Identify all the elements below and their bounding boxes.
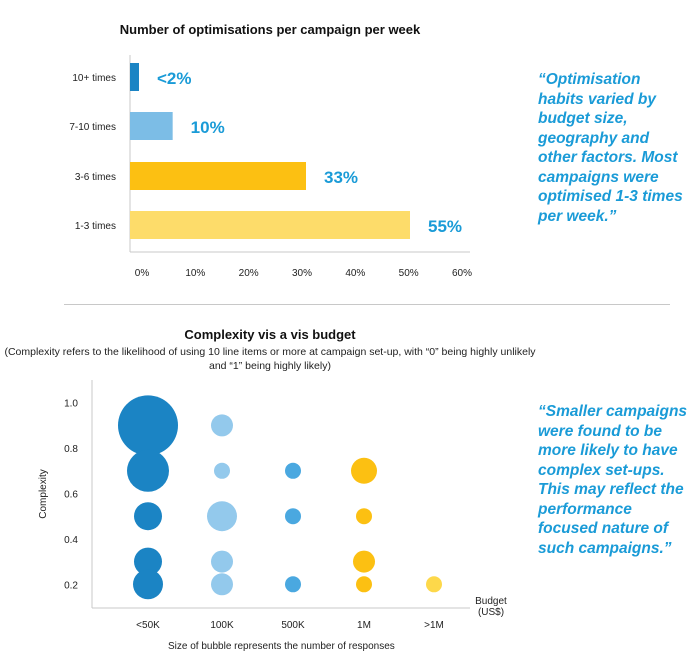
bubble-y-tick-label: 0.6 <box>64 490 78 501</box>
bubble <box>127 449 169 492</box>
bar-x-tick-label: 50% <box>399 268 419 279</box>
bubble <box>214 462 230 479</box>
bar <box>130 211 410 239</box>
bar-data-label: 55% <box>428 217 462 236</box>
bubble-x-tick-label: 100K <box>210 620 234 631</box>
bar-x-tick-label: 10% <box>185 268 205 279</box>
bubble-chart-subtitle: (Complexity refers to the likelihood of … <box>4 346 536 372</box>
bar-x-tick-label: 30% <box>292 268 312 279</box>
bar <box>130 112 173 140</box>
bar-data-label: 33% <box>324 168 358 187</box>
bubble-y-tick-label: 0.4 <box>64 535 78 546</box>
bubble <box>426 576 442 593</box>
bubble <box>211 573 233 596</box>
bubble <box>356 576 372 593</box>
bubble-y-tick-label: 1.0 <box>64 399 78 410</box>
bar-chart-quote: “Optimisation habits varied by budget si… <box>538 71 683 225</box>
bubble-x-tick-label: 1M <box>357 620 371 631</box>
bar-x-tick-label: 60% <box>452 268 472 279</box>
bar-x-tick-label: 20% <box>239 268 259 279</box>
bar-category-label: 1-3 times <box>75 221 116 232</box>
bubble <box>285 508 301 525</box>
bar-data-label: 10% <box>191 118 225 137</box>
bubble <box>134 502 162 531</box>
bar <box>130 162 306 190</box>
bar-category-label: 7-10 times <box>69 122 116 133</box>
bubble-x-tick-label: >1M <box>424 620 444 631</box>
bubble <box>285 576 301 593</box>
bubble-y-tick-label: 0.2 <box>64 580 78 591</box>
section-divider <box>64 304 670 305</box>
bubble <box>207 501 237 532</box>
bubble <box>211 550 233 573</box>
bar-category-label: 3-6 times <box>75 172 116 183</box>
bubble-y-tick-label: 0.8 <box>64 444 78 455</box>
bar <box>130 63 139 91</box>
bubble-chart-quote: “Smaller campaigns were found to be more… <box>538 403 688 557</box>
bar-x-tick-label: 0% <box>135 268 150 279</box>
bubble-chart-title: Complexity vis a vis budget <box>184 327 356 342</box>
bubble-x-axis-label: (US$) <box>478 607 504 618</box>
bubble-y-axis-label: Complexity <box>38 469 49 518</box>
bubble <box>133 569 163 600</box>
bubble-x-tick-label: 500K <box>281 620 305 631</box>
bubble-x-axis-label: Budget <box>475 596 507 607</box>
bubble-x-tick-label: <50K <box>136 620 160 631</box>
bubble <box>351 457 377 484</box>
bubble <box>285 462 301 479</box>
bar-data-label: <2% <box>157 69 192 88</box>
bar-category-label: 10+ times <box>72 73 116 84</box>
bubble <box>211 414 233 437</box>
bubble <box>356 508 372 525</box>
bubble <box>118 395 178 456</box>
bubble <box>353 550 375 573</box>
bubble-size-note: Size of bubble represents the number of … <box>168 641 395 652</box>
bubble <box>134 547 162 576</box>
bar-x-tick-label: 40% <box>345 268 365 279</box>
bar-chart-title: Number of optimisations per campaign per… <box>119 22 421 37</box>
